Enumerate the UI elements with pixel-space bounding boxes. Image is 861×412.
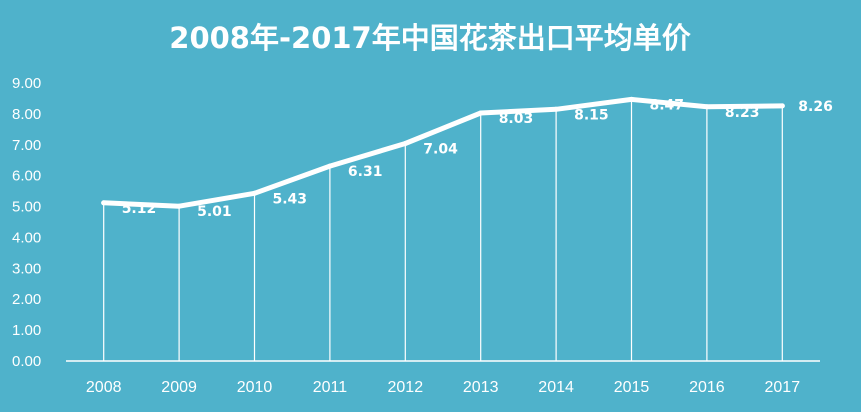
data-point	[402, 141, 408, 147]
data-point	[252, 190, 257, 196]
x-tick-label: 2017	[765, 379, 801, 396]
y-tick-label: 9.00	[12, 75, 41, 92]
chart-title: 2008年-2017年中国花茶出口平均单价	[169, 21, 691, 55]
y-tick-label: 4.00	[12, 229, 41, 246]
x-tick-label: 2013	[463, 379, 499, 396]
data-point	[327, 163, 333, 169]
data-label: 8.26	[798, 99, 833, 115]
data-point	[101, 200, 107, 206]
data-points	[101, 96, 785, 209]
x-tick-label: 2009	[161, 379, 197, 396]
data-label: 8.47	[650, 97, 685, 113]
data-label: 5.43	[273, 191, 308, 207]
y-tick-label: 0.00	[12, 353, 41, 370]
y-axis: 0.00 1.00 2.00 3.00 4.00 5.00 6.00 7.00 8.00 9.00	[12, 75, 41, 370]
x-tick-label: 2010	[237, 379, 273, 396]
data-label: 7.04	[423, 142, 458, 158]
x-tick-label: 2008	[86, 379, 122, 396]
y-tick-label: 2.00	[12, 291, 41, 308]
data-label: 8.15	[574, 107, 609, 123]
y-tick-label: 5.00	[12, 199, 41, 216]
data-point	[176, 203, 182, 209]
data-point	[629, 96, 634, 102]
data-label: 6.31	[348, 164, 383, 180]
data-label: 8.03	[499, 111, 534, 127]
x-tick-label: 2016	[689, 379, 725, 396]
x-tick-label: 2015	[614, 379, 650, 396]
y-tick-label: 1.00	[12, 322, 41, 339]
y-tick-label: 3.00	[12, 260, 41, 277]
x-tick-label: 2011	[313, 379, 348, 396]
x-tick-label: 2012	[388, 379, 424, 396]
data-label: 5.01	[197, 204, 232, 220]
data-point	[704, 104, 710, 110]
x-tick-label: 2014	[538, 379, 574, 396]
data-labels: 5.12 5.01 5.43 6.31 7.04 8.03 8.15 8.47 8.23 8.26	[122, 97, 833, 220]
data-point	[553, 106, 559, 112]
data-label: 5.12	[122, 201, 157, 217]
y-tick-label: 7.00	[12, 137, 41, 154]
series-line	[101, 96, 785, 209]
y-tick-label: 6.00	[12, 168, 41, 185]
drop-lines	[103, 99, 783, 361]
data-label: 8.23	[725, 105, 760, 121]
data-point	[478, 110, 484, 116]
x-axis: 2008 2009 2010 2011 2012 2013 2014 2015 2016 2017	[86, 379, 800, 396]
y-tick-label: 8.00	[12, 106, 41, 123]
data-point	[779, 103, 785, 109]
